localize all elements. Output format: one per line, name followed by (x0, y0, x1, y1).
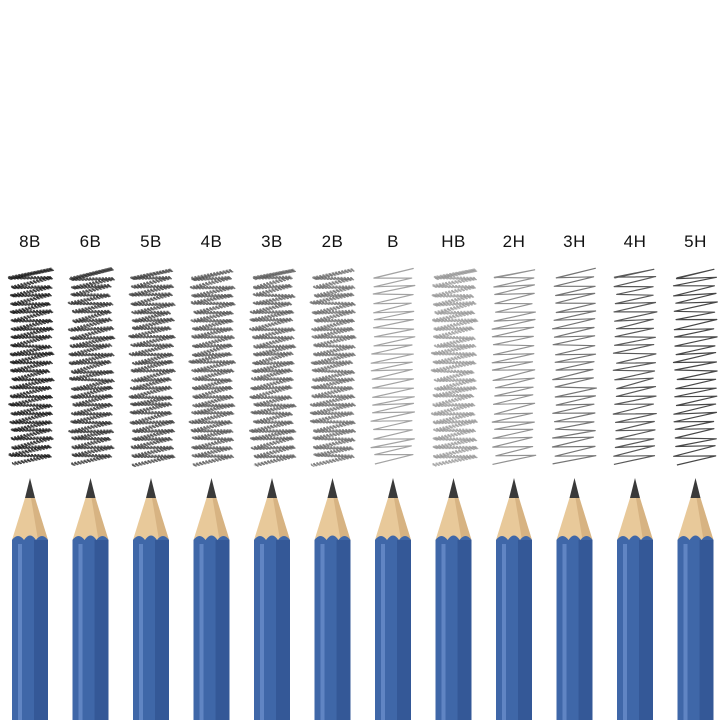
swatch-4h (612, 268, 658, 465)
grade-label-2b: 2B (321, 232, 344, 251)
swatch-2b (309, 268, 358, 467)
swatch-hb (430, 268, 479, 467)
swatch-5h (672, 268, 718, 466)
swatch-3h (551, 267, 597, 465)
swatch-4b (188, 268, 237, 467)
swatch-5b (128, 268, 176, 468)
grade-label-4b: 4B (200, 232, 223, 251)
grade-label-5h: 5H (684, 232, 707, 251)
pencil-3b (254, 478, 290, 720)
swatch-8b (6, 267, 55, 466)
pencil-3h (556, 478, 593, 720)
pencil-2b (314, 478, 351, 720)
pencil-4h (617, 478, 653, 720)
grade-label-5b: 5B (140, 232, 162, 251)
swatch-6b (67, 267, 116, 467)
swatch-2h (491, 269, 537, 465)
pencil-8b (12, 478, 48, 720)
grade-label-2h: 2H (502, 232, 526, 251)
pencil-hb (435, 478, 472, 720)
grade-label-3h: 3H (563, 232, 586, 251)
pencil-5h (677, 478, 714, 720)
pencil-b (375, 478, 411, 720)
swatch-b (370, 267, 416, 465)
pencil-2h (496, 478, 532, 720)
grade-label-4h: 4H (623, 232, 647, 251)
grade-label-hb: HB (441, 232, 466, 251)
pencil-4b (193, 478, 230, 720)
grade-label-3b: 3B (261, 232, 283, 251)
pencil-6b (72, 478, 109, 720)
grade-label-b: B (387, 232, 399, 251)
swatch-3b (249, 268, 297, 468)
grade-label-8b: 8B (19, 232, 41, 251)
pencil-5b (133, 478, 169, 720)
grade-label-6b: 6B (79, 232, 102, 251)
